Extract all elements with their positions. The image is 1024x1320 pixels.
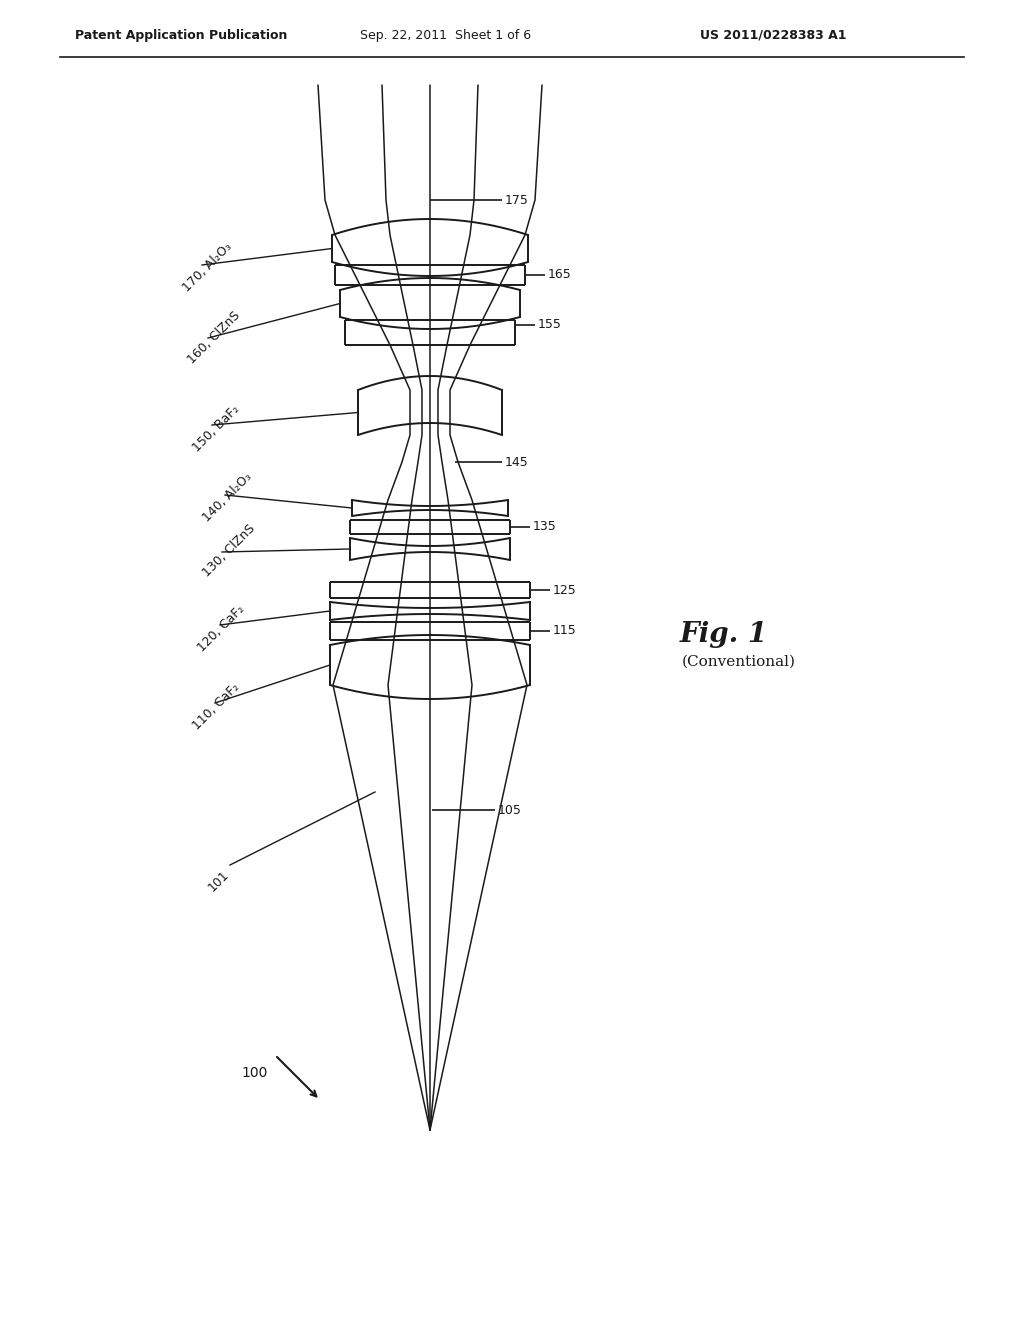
Text: 105: 105: [498, 804, 522, 817]
Text: 150, BaF₂: 150, BaF₂: [190, 403, 243, 454]
Text: Sep. 22, 2011  Sheet 1 of 6: Sep. 22, 2011 Sheet 1 of 6: [360, 29, 531, 41]
Text: 160, ClZnS: 160, ClZnS: [185, 309, 243, 367]
Text: 130, ClZnS: 130, ClZnS: [201, 521, 258, 579]
Text: US 2011/0228383 A1: US 2011/0228383 A1: [700, 29, 847, 41]
Text: 110, CaF₂: 110, CaF₂: [190, 681, 243, 733]
Text: 175: 175: [505, 194, 528, 206]
Text: 165: 165: [548, 268, 571, 281]
Text: 140, Al₂O₃: 140, Al₂O₃: [201, 470, 255, 524]
Text: 100: 100: [242, 1067, 268, 1080]
Text: 145: 145: [505, 455, 528, 469]
Text: 115: 115: [553, 624, 577, 638]
Text: 135: 135: [534, 520, 557, 533]
Text: 125: 125: [553, 583, 577, 597]
Text: 101: 101: [206, 869, 231, 895]
Text: 155: 155: [538, 318, 562, 331]
Text: Fig. 1: Fig. 1: [680, 622, 768, 648]
Text: (Conventional): (Conventional): [682, 655, 796, 669]
Text: 170, Al₂O₃: 170, Al₂O₃: [180, 240, 234, 294]
Text: Patent Application Publication: Patent Application Publication: [75, 29, 288, 41]
Text: 120, CaF₂: 120, CaF₂: [196, 603, 247, 655]
